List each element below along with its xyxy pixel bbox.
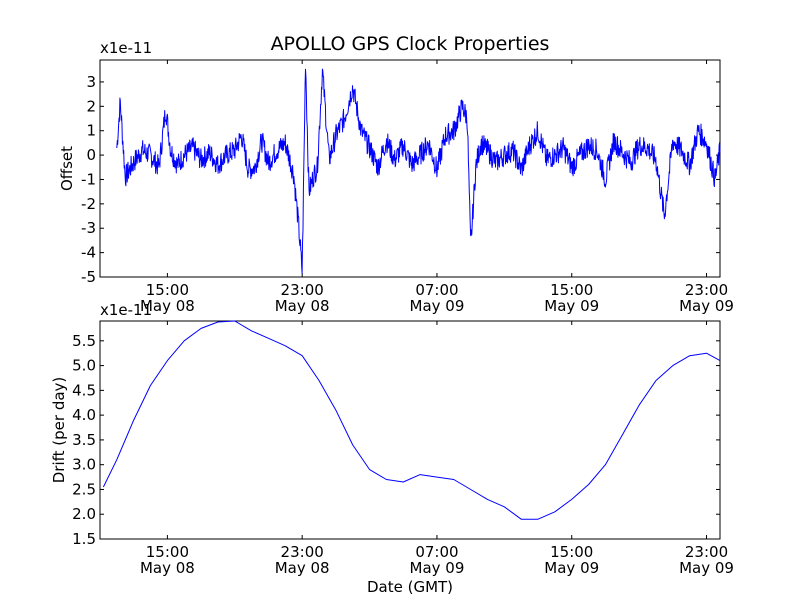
drift-y-axis-title: Drift (per day) xyxy=(50,377,68,484)
drift-x-tick-date: May 09 xyxy=(410,559,465,577)
offset-y-tick-label: -2 xyxy=(81,195,96,213)
drift-y-tick-label: 3.5 xyxy=(72,431,96,449)
drift-x-tick-time: 23:00 xyxy=(685,543,728,561)
drift-x-tick-date: May 08 xyxy=(275,559,330,577)
offset-x-tick-date: May 08 xyxy=(140,297,195,315)
drift-line xyxy=(102,320,721,520)
figure-title: APOLLO GPS Clock Properties xyxy=(271,33,550,55)
offset-y-tick-label: -3 xyxy=(81,219,96,237)
drift-y-tick-label: 3.0 xyxy=(72,456,96,474)
offset-y-tick-label: 3 xyxy=(86,73,96,91)
drift-y-tick-label: 5.0 xyxy=(72,357,96,375)
offset-x-tick-time: 07:00 xyxy=(415,281,458,299)
offset-y-tick-label: -4 xyxy=(81,244,96,262)
offset-x-tick-date: May 08 xyxy=(275,297,330,315)
drift-y-tick-label: 4.0 xyxy=(72,406,96,424)
offset-x-tick-time: 23:00 xyxy=(281,281,324,299)
offset-y-axis-title: Offset xyxy=(58,146,76,191)
drift-x-tick-date: May 09 xyxy=(679,559,734,577)
drift-x-tick-time: 15:00 xyxy=(550,543,593,561)
offset-y-tick-label: -1 xyxy=(81,170,96,188)
drift-x-tick-date: May 09 xyxy=(544,559,599,577)
drift-y-tick-label: 5.5 xyxy=(72,332,96,350)
drift-x-tick-time: 23:00 xyxy=(281,543,324,561)
drift-chart: x1e-11 Drift (per day) Date (GMT) 1.5 2.0… xyxy=(50,301,734,596)
offset-x-tick-date: May 09 xyxy=(544,297,599,315)
offset-x-tick-time: 23:00 xyxy=(685,281,728,299)
drift-y-tick-label: 1.5 xyxy=(72,530,96,548)
drift-y-tick-label: 2.0 xyxy=(72,505,96,523)
offset-x-tick-time: 15:00 xyxy=(550,281,593,299)
offset-x-tick-time: 15:00 xyxy=(146,281,189,299)
offset-y-tick-label: 2 xyxy=(86,97,96,115)
drift-y-tick-label: 2.5 xyxy=(72,480,96,498)
drift-y-tick-label: 4.5 xyxy=(72,381,96,399)
offset-plot-frame xyxy=(99,59,721,278)
offset-multiplier-label: x1e-11 xyxy=(100,39,152,57)
drift-x-tick-time: 07:00 xyxy=(415,543,458,561)
drift-x-tick-date: May 08 xyxy=(140,559,195,577)
drift-x-axis-title: Date (GMT) xyxy=(367,578,453,596)
offset-y-tick-label: 1 xyxy=(86,122,96,140)
offset-line xyxy=(116,68,721,274)
drift-multiplier-label: x1e-11 xyxy=(100,301,152,319)
drift-x-tick-time: 15:00 xyxy=(146,543,189,561)
drift-series xyxy=(102,320,721,520)
drift-plot-frame xyxy=(99,320,721,540)
offset-x-tick-date: May 09 xyxy=(679,297,734,315)
offset-y-tick-label: 0 xyxy=(86,146,96,164)
offset-x-tick-date: May 09 xyxy=(410,297,465,315)
offset-series xyxy=(116,68,721,274)
offset-y-tick-label: -5 xyxy=(81,268,96,286)
